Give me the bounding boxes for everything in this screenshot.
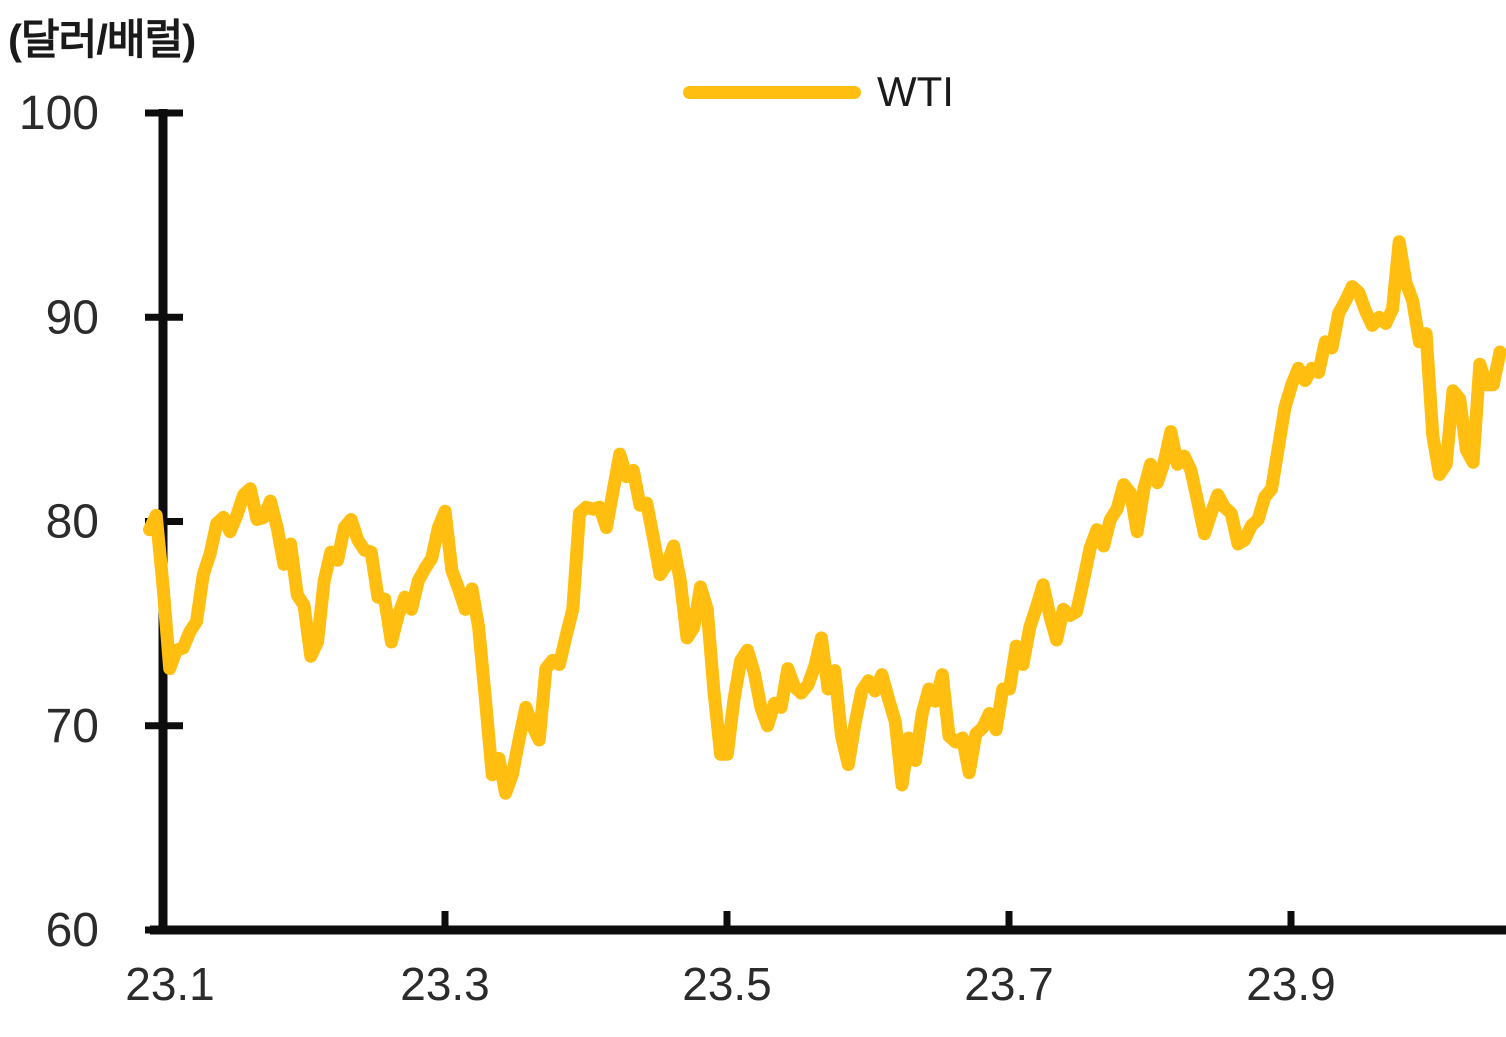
y-tick-label: 90 bbox=[46, 291, 99, 344]
wti-series-line bbox=[143, 235, 1506, 800]
wti-line-swatch-icon bbox=[683, 85, 861, 99]
y-tick-label: 70 bbox=[46, 700, 99, 753]
x-tick-label: 23.9 bbox=[1246, 958, 1336, 1010]
x-tick-label: 23.3 bbox=[400, 958, 490, 1010]
y-tick-label: 80 bbox=[46, 496, 99, 549]
x-tick-label: 23.1 bbox=[125, 958, 215, 1010]
legend-label-wti: WTI bbox=[877, 68, 954, 115]
legend: WTI bbox=[683, 68, 954, 116]
x-tick-label: 23.5 bbox=[682, 958, 772, 1010]
y-tick-label: 60 bbox=[46, 904, 99, 957]
y-axis-unit-label: (달러/배럴) bbox=[8, 16, 196, 63]
y-tick-label: 100 bbox=[19, 87, 99, 140]
x-tick-label: 23.7 bbox=[964, 958, 1054, 1010]
